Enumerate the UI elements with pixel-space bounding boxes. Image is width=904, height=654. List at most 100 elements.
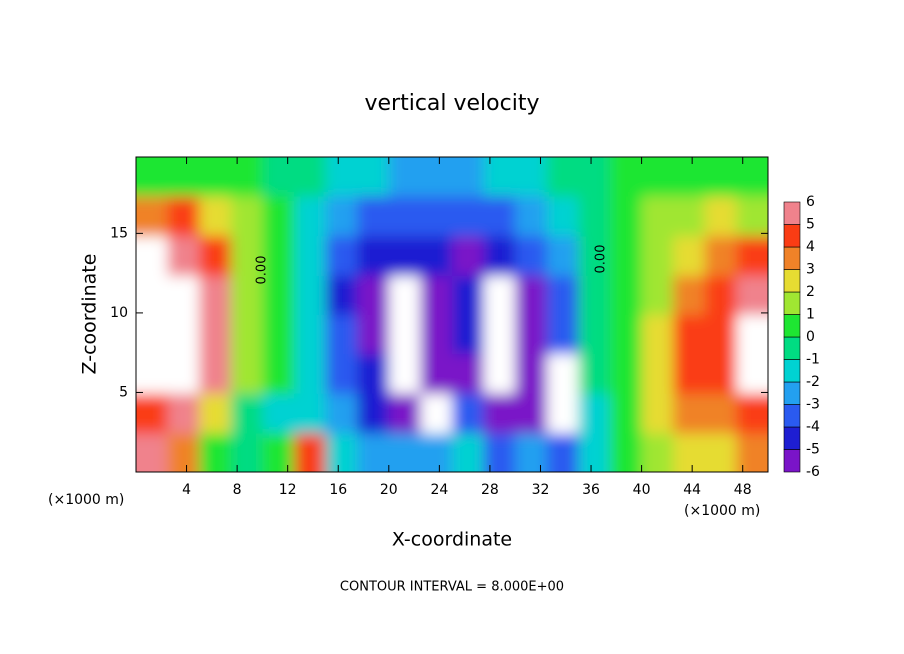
field-cell xyxy=(325,314,358,354)
field-cell xyxy=(262,353,295,394)
contour-label: 0.00 xyxy=(594,245,609,274)
field-cell xyxy=(452,195,485,237)
field-cell xyxy=(325,433,358,472)
field-cell xyxy=(610,275,643,315)
field-cell xyxy=(610,433,643,472)
field-cell xyxy=(578,433,611,472)
field-cell xyxy=(704,157,737,197)
field-cell xyxy=(546,195,579,237)
field-cell xyxy=(546,314,579,354)
colorbar-swatch xyxy=(783,359,801,383)
colorbar-swatch xyxy=(783,449,801,473)
field-cell xyxy=(452,393,485,434)
field-cell xyxy=(546,353,579,394)
colorbar-label: -5 xyxy=(806,442,820,458)
colorbar-swatch xyxy=(783,381,801,405)
field-cell xyxy=(357,275,390,315)
field-cell xyxy=(294,393,327,434)
field-cell xyxy=(167,195,200,237)
colorbar-label: 1 xyxy=(806,307,815,323)
field-cell xyxy=(641,235,674,277)
y-tick-label: 5 xyxy=(119,384,128,400)
field-cell xyxy=(736,433,768,472)
colorbar-label: -1 xyxy=(806,352,820,368)
field-cell xyxy=(262,235,295,277)
field-cell xyxy=(420,235,453,277)
field-cell xyxy=(167,433,200,472)
field-cell xyxy=(325,157,358,197)
field-cell xyxy=(262,393,295,434)
field-cell xyxy=(136,353,169,394)
plot-frame xyxy=(135,156,769,473)
field-cell xyxy=(641,393,674,434)
field-cell xyxy=(420,314,453,354)
field-cell xyxy=(452,275,485,315)
colorbar-label: -4 xyxy=(806,419,820,435)
field-cell xyxy=(483,353,516,394)
field-cell xyxy=(230,433,263,472)
field-cell xyxy=(452,314,485,354)
field-cell xyxy=(325,235,358,277)
field-cell xyxy=(230,235,263,277)
field-cell xyxy=(294,157,327,197)
field-cell xyxy=(610,353,643,394)
field-cell xyxy=(483,314,516,354)
field-cell xyxy=(704,195,737,237)
field-cell xyxy=(230,314,263,354)
field-cell xyxy=(736,314,768,354)
chart-title: vertical velocity xyxy=(364,91,539,116)
field-cell xyxy=(136,433,169,472)
field-cell xyxy=(736,275,768,315)
field-cell xyxy=(294,235,327,277)
field-cell xyxy=(452,433,485,472)
colorbar-swatch xyxy=(783,314,801,338)
field-cell xyxy=(736,195,768,237)
field-cell xyxy=(515,353,548,394)
field-cell xyxy=(704,353,737,394)
field-cell xyxy=(578,157,611,197)
field-cells xyxy=(136,157,768,472)
field-cell xyxy=(610,157,643,197)
field-cell xyxy=(578,195,611,237)
field-cell xyxy=(515,433,548,472)
field-cell xyxy=(641,314,674,354)
field-cell xyxy=(578,235,611,277)
field-cell xyxy=(736,157,768,197)
field-cell xyxy=(199,433,232,472)
field-cell xyxy=(673,314,706,354)
field-cell xyxy=(325,275,358,315)
field-cell xyxy=(262,275,295,315)
field-cell xyxy=(262,433,295,472)
colorbar-swatch xyxy=(783,426,801,450)
colorbar-label: 3 xyxy=(806,262,815,278)
x-tick-label: 40 xyxy=(633,482,651,498)
field-cell xyxy=(325,393,358,434)
colorbar-swatch xyxy=(783,291,801,315)
field-cell xyxy=(136,195,169,237)
field-cell xyxy=(388,195,421,237)
field-cell xyxy=(167,235,200,277)
field-cell xyxy=(294,275,327,315)
field-cell xyxy=(167,393,200,434)
field-cell xyxy=(294,195,327,237)
field-cell xyxy=(357,353,390,394)
field-cell xyxy=(357,157,390,197)
field-cell xyxy=(736,353,768,394)
field-cell xyxy=(388,393,421,434)
field-cell xyxy=(294,353,327,394)
field-cell xyxy=(610,235,643,277)
field-cell xyxy=(230,393,263,434)
colorbar-swatch xyxy=(783,404,801,428)
field-cell xyxy=(420,393,453,434)
x-tick-label: 36 xyxy=(582,482,600,498)
field-cell xyxy=(325,353,358,394)
field-cell xyxy=(294,314,327,354)
field-cell xyxy=(420,157,453,197)
field-cell xyxy=(610,314,643,354)
y-axis-label: Z-coordinate xyxy=(79,254,101,375)
field-cell xyxy=(483,433,516,472)
x-tick-label: 8 xyxy=(233,482,242,498)
colorbar-label: 6 xyxy=(806,194,815,210)
field-cell xyxy=(610,195,643,237)
